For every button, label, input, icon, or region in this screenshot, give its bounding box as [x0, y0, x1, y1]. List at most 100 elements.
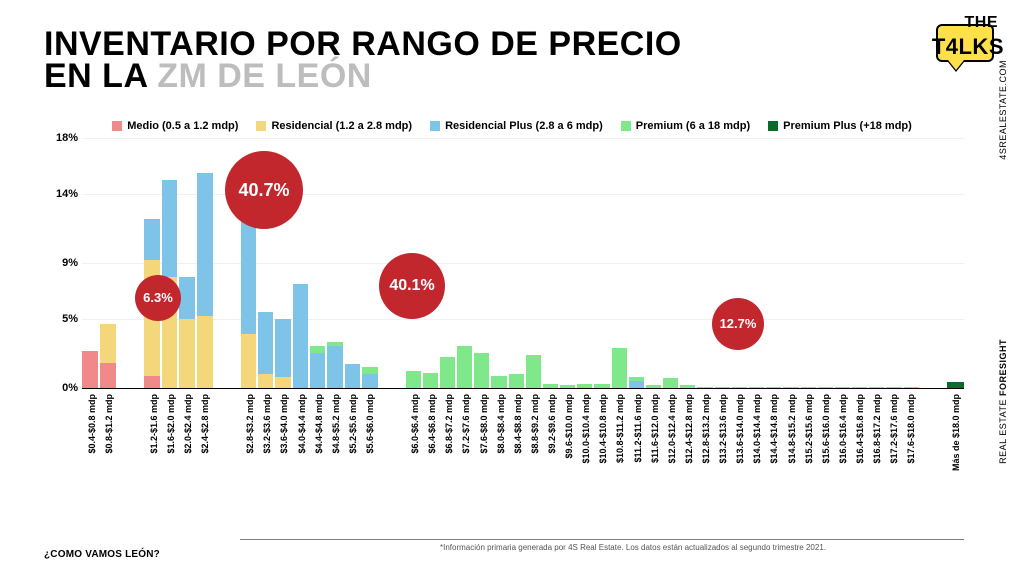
bar-segment — [362, 367, 377, 374]
x-label: Más de $18.0 mdp — [951, 394, 1024, 471]
y-tick: 14% — [56, 188, 78, 200]
callout-bubble: 6.3% — [135, 275, 181, 321]
bar-segment — [179, 277, 195, 319]
bar-column — [440, 138, 455, 388]
side-text-bottom-prefix: REAL ESTATE — [998, 396, 1008, 464]
y-tick: 0% — [62, 382, 78, 394]
bar-column — [577, 138, 592, 388]
side-text-bottom: REAL ESTATE FORESIGHT — [998, 339, 1008, 464]
legend-item: Medio (0.5 a 1.2 mdp) — [112, 120, 238, 132]
y-tick: 18% — [56, 132, 78, 144]
bar-segment — [440, 357, 455, 388]
bar-group — [82, 138, 116, 388]
bar-column — [904, 138, 919, 388]
legend-swatch — [621, 121, 631, 131]
bar-segment — [310, 346, 325, 353]
chart: 0%5%9%14%18% $0.4-$0.8 mdp$0.8-$1.2 mdp$… — [44, 138, 964, 480]
bar-column — [886, 138, 901, 388]
bar-column — [457, 138, 472, 388]
bar-column — [162, 138, 178, 388]
bar-segment — [543, 384, 558, 388]
bar-segment — [886, 387, 901, 388]
bar-column — [197, 138, 213, 388]
bar-segment — [560, 385, 575, 388]
footer-note: *Información primaria generada por 4S Re… — [440, 543, 826, 552]
legend-swatch — [430, 121, 440, 131]
bar-segment — [241, 334, 256, 388]
bar-column — [715, 138, 730, 388]
bar-column — [646, 138, 661, 388]
bar-column — [783, 138, 798, 388]
bar-segment — [100, 363, 116, 388]
bar-column — [766, 138, 781, 388]
title-line2-main: EN LA — [44, 57, 157, 95]
bar-column — [629, 138, 644, 388]
legend-swatch — [112, 121, 122, 131]
legend-item: Premium (6 a 18 mdp) — [621, 120, 750, 132]
title-line2: EN LA ZM DE LEÓN — [44, 60, 682, 92]
y-tick: 5% — [62, 313, 78, 325]
bar-column — [852, 138, 867, 388]
bar-column — [345, 138, 360, 388]
bar-column — [179, 138, 195, 388]
bar-segment — [715, 387, 730, 388]
bar-column — [327, 138, 342, 388]
bar-segment — [904, 387, 919, 388]
bar-segment — [327, 342, 342, 346]
bar-segment — [526, 355, 541, 388]
legend-label: Medio (0.5 a 1.2 mdp) — [127, 120, 238, 132]
x-axis-baseline — [82, 388, 964, 389]
bar-segment — [818, 387, 833, 388]
bar-segment — [162, 180, 178, 277]
bar-group — [144, 138, 212, 388]
bar-segment — [100, 324, 116, 363]
callout-bubble: 40.7% — [225, 151, 303, 229]
bar-segment — [197, 173, 213, 316]
footer-rule — [240, 539, 964, 540]
legend-swatch — [768, 121, 778, 131]
bar-segment — [82, 351, 98, 389]
bar-segment — [275, 319, 290, 377]
legend-item: Residencial (1.2 a 2.8 mdp) — [256, 120, 412, 132]
plot-area: $0.4-$0.8 mdp$0.8-$1.2 mdp$1.2-$1.6 mdp$… — [82, 138, 964, 480]
bar-segment — [275, 377, 290, 388]
bar-segment — [612, 348, 627, 388]
bar-segment — [629, 381, 644, 388]
side-text-top: 4SREALESTATE.COM — [998, 60, 1008, 160]
bar-group — [406, 138, 919, 388]
callout-bubble: 12.7% — [712, 298, 764, 350]
bar-segment — [646, 385, 661, 388]
side-text-bottom-bold: FORESIGHT — [998, 339, 1008, 396]
bar-segment — [577, 384, 592, 388]
bar-segment — [697, 387, 712, 388]
bar-column — [680, 138, 695, 388]
bar-column — [663, 138, 678, 388]
legend-item: Residencial Plus (2.8 a 6 mdp) — [430, 120, 603, 132]
bar-segment — [362, 374, 377, 388]
bar-segment — [680, 385, 695, 388]
bar-column — [697, 138, 712, 388]
y-axis: 0%5%9%14%18% — [44, 138, 78, 480]
bar-segment — [293, 284, 308, 388]
title-line2-sub: ZM DE LEÓN — [157, 57, 372, 95]
logo-text-bottom: T4LKS — [932, 34, 1004, 60]
bar-segment — [457, 346, 472, 388]
bar-column — [947, 138, 964, 388]
bar-column — [100, 138, 116, 388]
legend-label: Premium Plus (+18 mdp) — [783, 120, 912, 132]
logo-text-top: THE — [965, 14, 999, 32]
bar-segment — [663, 378, 678, 388]
bar-segment — [947, 382, 964, 388]
bar-column — [491, 138, 506, 388]
bar-group — [947, 138, 964, 388]
bar-segment — [406, 371, 421, 388]
bar-segment — [310, 353, 325, 388]
legend-swatch — [256, 121, 266, 131]
page: INVENTARIO POR RANGO DE PRECIO EN LA ZM … — [0, 0, 1024, 574]
callout-bubble: 40.1% — [379, 253, 445, 319]
bar-column — [869, 138, 884, 388]
bar-column — [612, 138, 627, 388]
bar-column — [801, 138, 816, 388]
bar-segment — [197, 316, 213, 388]
bar-segment — [732, 387, 747, 388]
